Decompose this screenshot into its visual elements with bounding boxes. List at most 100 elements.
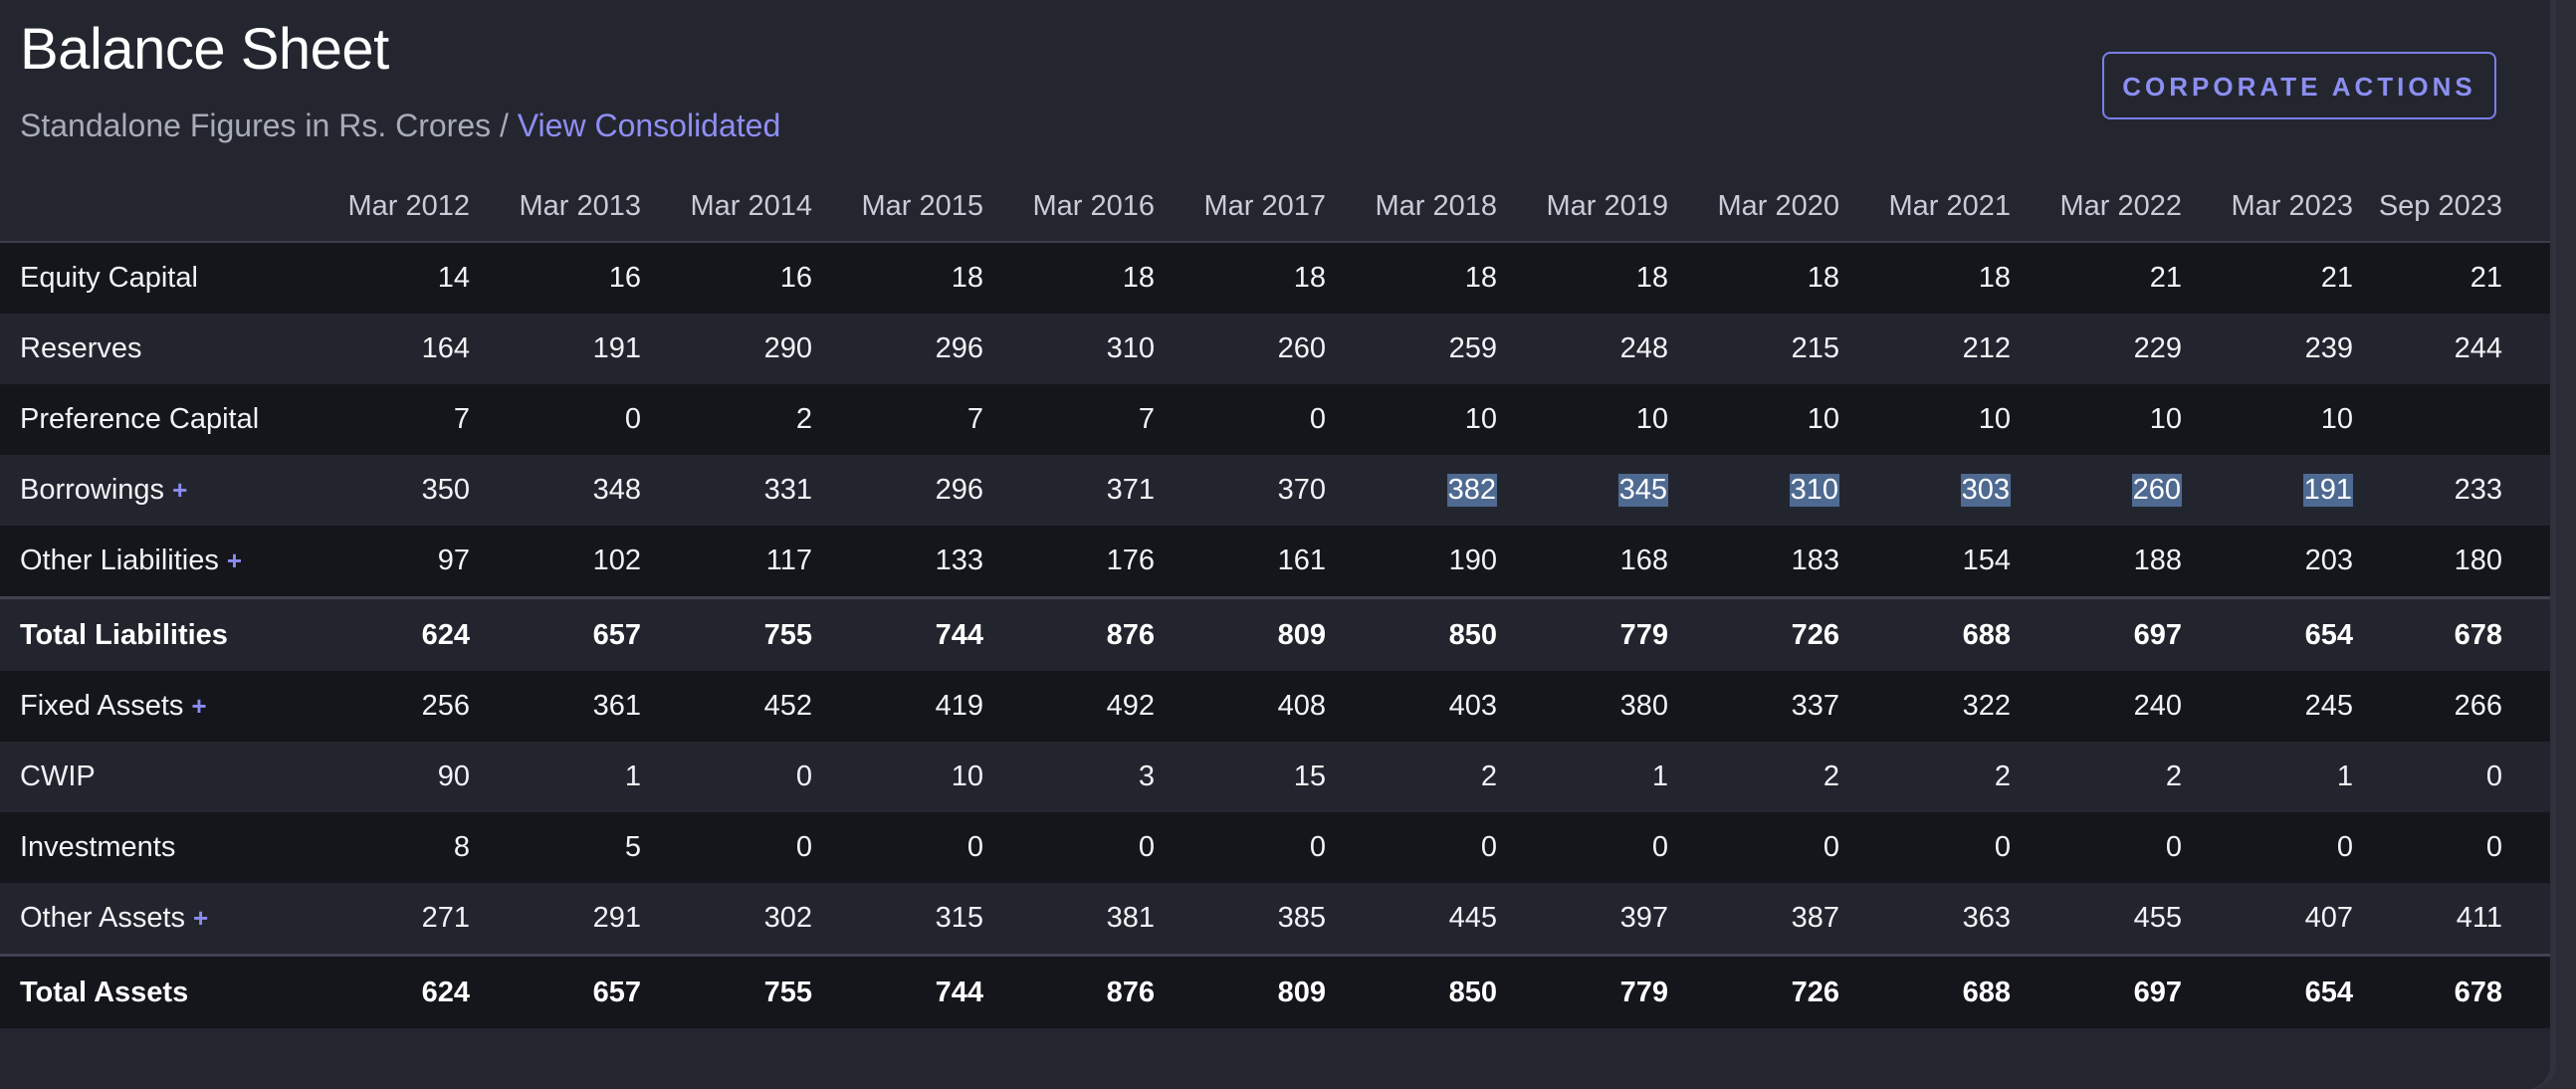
value-cell: 10: [2011, 384, 2182, 455]
value-cell: 0: [641, 812, 812, 883]
value-cell: 850: [1326, 954, 1497, 1028]
value-cell: 239: [2182, 314, 2353, 384]
table-row[interactable]: Other Liabilities +97 102 117 133 176 161 190 16…: [0, 526, 2550, 598]
table-row[interactable]: Fixed Assets +256 361 452 419 492 408 403 380 337…: [0, 671, 2550, 742]
cell-value: 407: [2304, 902, 2353, 934]
cell-value: 0: [2485, 761, 2502, 792]
cell-value: 21: [2320, 262, 2353, 294]
cell-value: 0: [1823, 831, 1839, 863]
row-label-cell[interactable]: Borrowings +: [0, 455, 299, 526]
cell-value: 331: [763, 474, 812, 506]
cell-value: 3: [1138, 761, 1155, 792]
cell-value: 21: [2149, 262, 2182, 294]
cell-value: 0: [2336, 831, 2353, 863]
cell-value: 18: [951, 262, 983, 294]
value-cell: 233: [2353, 455, 2550, 526]
cell-value: 15: [1293, 761, 1326, 792]
value-cell: 382: [1326, 455, 1497, 526]
value-cell: 260: [1155, 314, 1326, 384]
cell-value: 0: [1309, 831, 1326, 863]
cell-value: 18: [1978, 262, 2011, 294]
cell-value: 191: [592, 332, 641, 364]
cell-value: 260: [1277, 332, 1326, 364]
value-cell: 624: [299, 954, 470, 1028]
cell-value: 245: [2304, 690, 2353, 722]
value-cell: 1: [470, 742, 641, 812]
cell-value: 102: [592, 544, 641, 576]
row-label-cell[interactable]: Fixed Assets +: [0, 671, 299, 742]
cell-value: 0: [1480, 831, 1497, 863]
cell-value: 345: [1617, 474, 1668, 507]
cell-value: 303: [1960, 474, 2011, 507]
table-row: Investments 8 5 0 0 0 0 0 0 0 0 0 0 0: [0, 812, 2550, 883]
row-label-cell[interactable]: Other Liabilities +: [0, 526, 299, 598]
cell-value: 654: [2304, 976, 2353, 1008]
value-cell: 445: [1326, 883, 1497, 956]
expand-plus-icon[interactable]: +: [172, 475, 188, 505]
value-cell: 452: [641, 671, 812, 742]
value-cell: 387: [1668, 883, 1839, 956]
value-cell: 10: [1497, 384, 1668, 455]
cell-value: 779: [1619, 618, 1668, 651]
value-cell: 2: [1668, 742, 1839, 812]
cell-value: 809: [1277, 976, 1326, 1008]
value-cell: 5: [470, 812, 641, 883]
cell-value: 381: [1106, 902, 1155, 934]
period-header: Mar 2023: [2182, 171, 2353, 243]
cell-value: 10: [951, 761, 983, 792]
cell-value: 271: [421, 902, 470, 934]
value-cell: 102: [470, 526, 641, 598]
value-cell: 624: [299, 596, 470, 671]
value-cell: 371: [983, 455, 1155, 526]
corporate-actions-button[interactable]: CORPORATE ACTIONS: [2102, 52, 2496, 119]
row-label-cell: Preference Capital: [0, 384, 299, 455]
expand-plus-icon[interactable]: +: [191, 691, 207, 721]
cell-value: 654: [2304, 618, 2353, 651]
period-header: Mar 2021: [1839, 171, 2011, 243]
period-header: Mar 2019: [1497, 171, 1668, 243]
value-cell: 10: [1326, 384, 1497, 455]
table-row: Total Assets 624 657 755 744 876 809 850 779 726 6…: [0, 954, 2550, 1028]
table-row[interactable]: Borrowings +350 348 331 296 371 370 382 345 310 30…: [0, 455, 2550, 526]
view-consolidated-link[interactable]: View Consolidated: [517, 108, 781, 143]
cell-value: 290: [763, 332, 812, 364]
value-cell: 190: [1326, 526, 1497, 598]
row-label: Borrowings: [20, 474, 165, 506]
row-label: Total Assets: [20, 976, 189, 1008]
expand-plus-icon[interactable]: +: [226, 545, 243, 575]
value-cell: 876: [983, 596, 1155, 671]
value-cell: 2: [1326, 742, 1497, 812]
expand-plus-icon[interactable]: +: [193, 903, 209, 933]
cell-value: 10: [1978, 403, 2011, 435]
value-cell: 7: [812, 384, 983, 455]
value-cell: 10: [2182, 384, 2353, 455]
period-header: Mar 2017: [1155, 171, 1326, 243]
cell-value: 229: [2133, 332, 2182, 364]
cell-value: 212: [1962, 332, 2011, 364]
value-cell: 2: [641, 384, 812, 455]
table-row[interactable]: Other Assets +271 291 302 315 381 385 445 397 387…: [0, 883, 2550, 956]
value-cell: 183: [1668, 526, 1839, 598]
row-label-cell[interactable]: Other Assets +: [0, 883, 299, 956]
cell-value: 168: [1619, 544, 1668, 576]
cell-value: 755: [763, 618, 812, 651]
cell-value: 18: [1464, 262, 1497, 294]
value-cell: 3: [983, 742, 1155, 812]
value-cell: 256: [299, 671, 470, 742]
value-cell: 2: [1839, 742, 2011, 812]
value-cell: 0: [1839, 812, 2011, 883]
cell-value: 387: [1791, 902, 1839, 934]
cell-value: 260: [2131, 474, 2182, 507]
row-label: Investments: [20, 831, 176, 863]
cell-value: 18: [1635, 262, 1668, 294]
value-cell: 291: [470, 883, 641, 956]
value-cell: 97: [299, 526, 470, 598]
cell-value: 697: [2133, 618, 2182, 651]
value-cell: 18: [1497, 242, 1668, 314]
row-label: Other Assets: [20, 902, 186, 934]
cell-value: 382: [1446, 474, 1497, 507]
cell-value: 10: [1635, 403, 1668, 435]
cell-value: 7: [1138, 403, 1155, 435]
value-cell: 212: [1839, 314, 2011, 384]
cell-value: 190: [1448, 544, 1497, 576]
